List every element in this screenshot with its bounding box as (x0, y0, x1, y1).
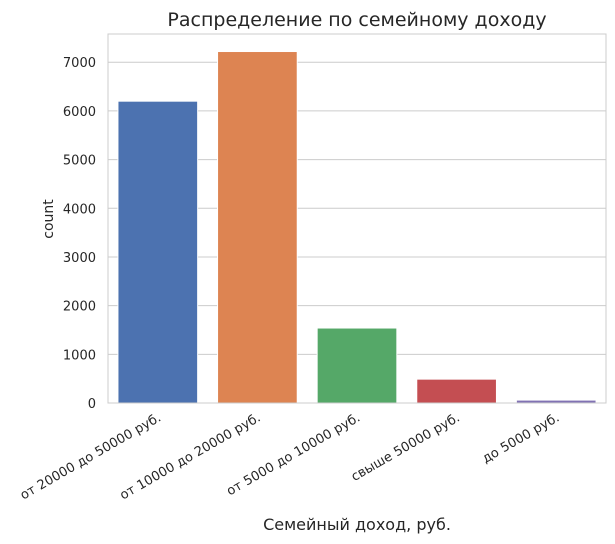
bar (118, 101, 198, 403)
x-axis-label: Семейный доход, руб. (263, 515, 451, 534)
y-axis-label: count (41, 199, 57, 239)
bar (417, 379, 497, 403)
y-tick-label: 0 (88, 397, 96, 412)
y-tick-label: 2000 (63, 300, 96, 315)
bar (218, 52, 298, 403)
chart-title: Распределение по семейному доходу (167, 9, 546, 31)
y-axis-ticks: 0 1000 2000 3000 4000 5000 6000 7000 (63, 56, 96, 412)
y-tick-label: 3000 (63, 251, 96, 266)
y-tick-label: 6000 (63, 105, 96, 120)
y-tick-label: 4000 (63, 202, 96, 217)
x-axis-ticks: от 20000 до 50000 руб.от 10000 до 20000 … (18, 410, 562, 503)
bars (118, 52, 596, 403)
x-tick-label: до 5000 руб. (480, 410, 562, 466)
x-tick-label: свыше 50000 руб. (349, 410, 463, 484)
y-tick-label: 7000 (63, 56, 96, 71)
y-tick-label: 1000 (63, 348, 96, 363)
y-tick-label: 5000 (63, 154, 96, 169)
bar (317, 328, 397, 403)
